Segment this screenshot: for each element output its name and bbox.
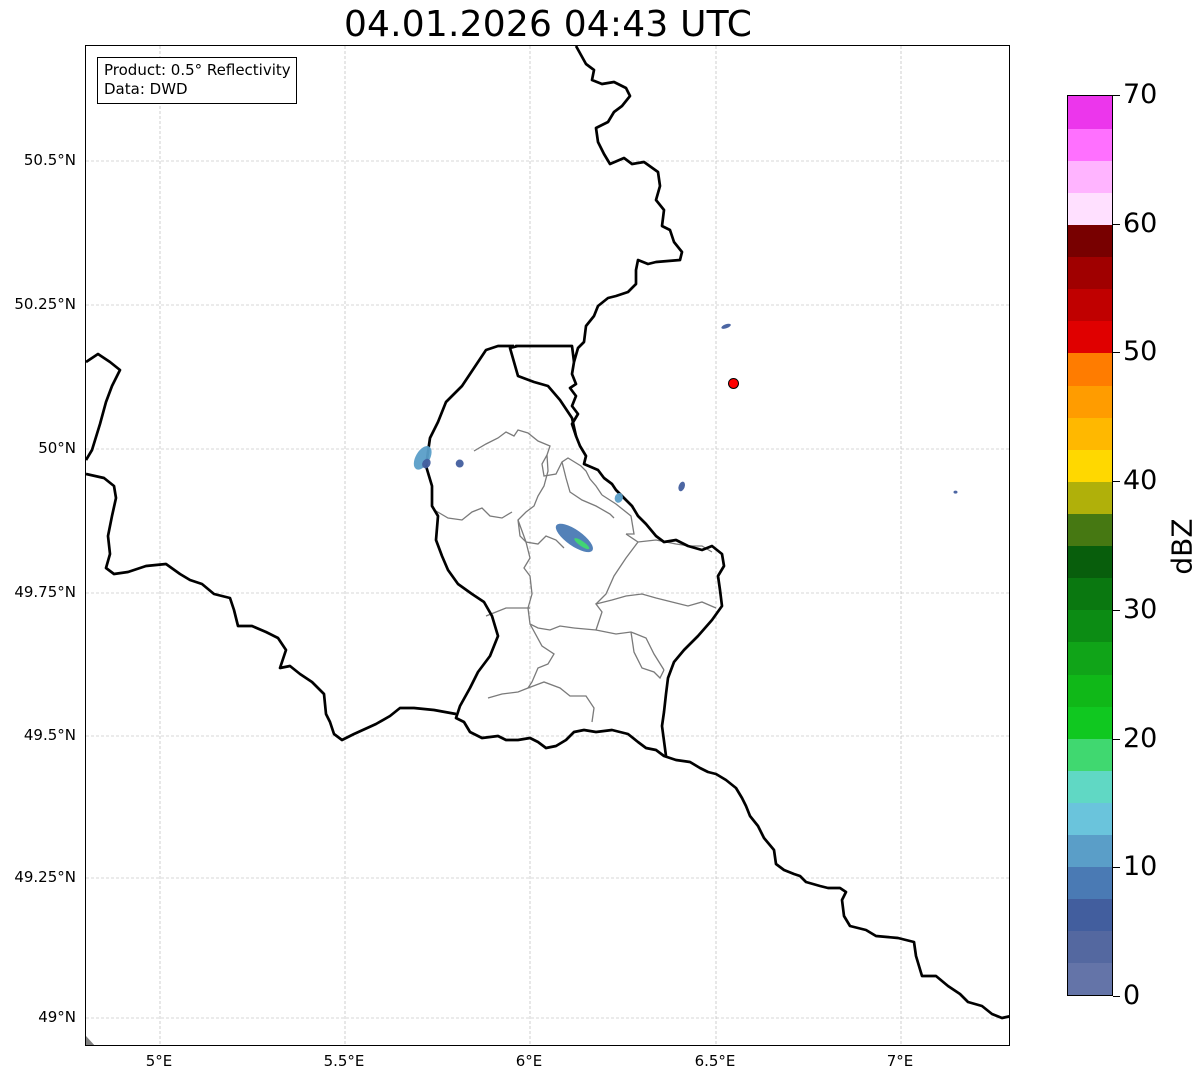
colorbar-band: [1068, 545, 1112, 579]
colorbar-band: [1068, 288, 1112, 322]
colorbar-tick-mark: [1113, 481, 1120, 482]
colorbar-band: [1068, 962, 1112, 995]
colorbar-tick-label: 10: [1123, 851, 1158, 882]
colorbar-tick-mark: [1113, 95, 1120, 96]
colorbar-band: [1068, 609, 1112, 643]
lon-tick-label: 6°E: [515, 1052, 543, 1070]
colorbar-label: dBZ: [1165, 518, 1199, 575]
colorbar-tick-mark: [1113, 867, 1120, 868]
corner-shading: [86, 1036, 95, 1045]
colorbar-tick-label: 0: [1123, 980, 1141, 1011]
lat-tick-label: 49.5°N: [23, 726, 76, 744]
radar-echo: [555, 523, 593, 553]
radar-map[interactable]: [85, 45, 1010, 1046]
colorbar-band: [1068, 384, 1112, 418]
colorbar-band: [1068, 513, 1112, 547]
colorbar-band: [1068, 738, 1112, 771]
radar-echo: [614, 492, 623, 503]
info-data: Data: DWD: [104, 80, 188, 98]
colorbar-band: [1068, 481, 1112, 514]
colorbar-band: [1068, 192, 1112, 226]
colorbar-tick-mark: [1113, 352, 1120, 353]
radar-echo: [422, 458, 431, 469]
radar-echo: [574, 538, 590, 550]
colorbar-band: [1068, 802, 1112, 836]
colorbar-band: [1068, 673, 1112, 707]
colorbar-band: [1068, 320, 1112, 354]
map-canvas: [86, 46, 1009, 1045]
colorbar-band: [1068, 866, 1112, 900]
canton-borders: [435, 429, 717, 723]
colorbar-band: [1068, 128, 1112, 161]
lat-tick-label: 49°N: [38, 1008, 76, 1026]
radar-echo: [455, 459, 464, 468]
radar-site-marker: [728, 377, 739, 389]
colorbar-band: [1068, 417, 1112, 450]
lat-tick-label: 50.5°N: [23, 151, 76, 169]
colorbar-band: [1068, 352, 1112, 386]
colorbar-tick-mark: [1113, 996, 1120, 997]
lat-tick-label: 49.25°N: [14, 868, 76, 886]
colorbar-band: [1068, 160, 1112, 193]
lat-tick-label: 49.75°N: [14, 583, 76, 601]
colorbar-tick-label: 50: [1123, 336, 1158, 367]
lon-tick-label: 6.5°E: [694, 1052, 736, 1070]
colorbar-tick-mark: [1113, 610, 1120, 611]
colorbar-band: [1068, 641, 1112, 675]
colorbar-band: [1068, 224, 1112, 258]
colorbar-band: [1068, 577, 1112, 611]
colorbar-tick-label: 40: [1123, 465, 1158, 496]
colorbar-tick-label: 70: [1123, 79, 1158, 110]
colorbar-band: [1068, 770, 1112, 803]
lat-tick-label: 50.25°N: [14, 295, 76, 313]
radar-echo: [953, 490, 958, 494]
info-product: Product: 0.5° Reflectivity: [104, 61, 291, 79]
map-title: 04.01.2026 04:43 UTC: [343, 4, 753, 45]
country-borders: [86, 46, 1009, 1020]
colorbar-band: [1068, 449, 1112, 482]
colorbar-tick-mark: [1113, 739, 1120, 740]
radar-echoes: [413, 323, 958, 553]
colorbar-band: [1068, 706, 1112, 739]
lon-tick-label: 5°E: [145, 1052, 173, 1070]
graticule: [86, 46, 1009, 1045]
colorbar-band: [1068, 834, 1112, 868]
colorbar-tick-label: 20: [1123, 723, 1158, 754]
colorbar-band: [1068, 96, 1112, 129]
lat-tick-label: 50°N: [38, 439, 76, 457]
radar-echo: [721, 323, 731, 329]
lon-tick-label: 7°E: [886, 1052, 914, 1070]
colorbar-tick-label: 30: [1123, 594, 1158, 625]
colorbar-band: [1068, 930, 1112, 964]
colorbar-tick-label: 60: [1123, 208, 1158, 239]
colorbar-band: [1068, 256, 1112, 290]
colorbar-band: [1068, 898, 1112, 932]
colorbar: [1067, 95, 1113, 996]
info-box: Product: 0.5° Reflectivity Data: DWD: [97, 57, 297, 104]
colorbar-tick-mark: [1113, 224, 1120, 225]
lon-tick-label: 5.5°E: [323, 1052, 365, 1070]
radar-echo: [413, 446, 432, 470]
radar-echo: [678, 481, 685, 492]
